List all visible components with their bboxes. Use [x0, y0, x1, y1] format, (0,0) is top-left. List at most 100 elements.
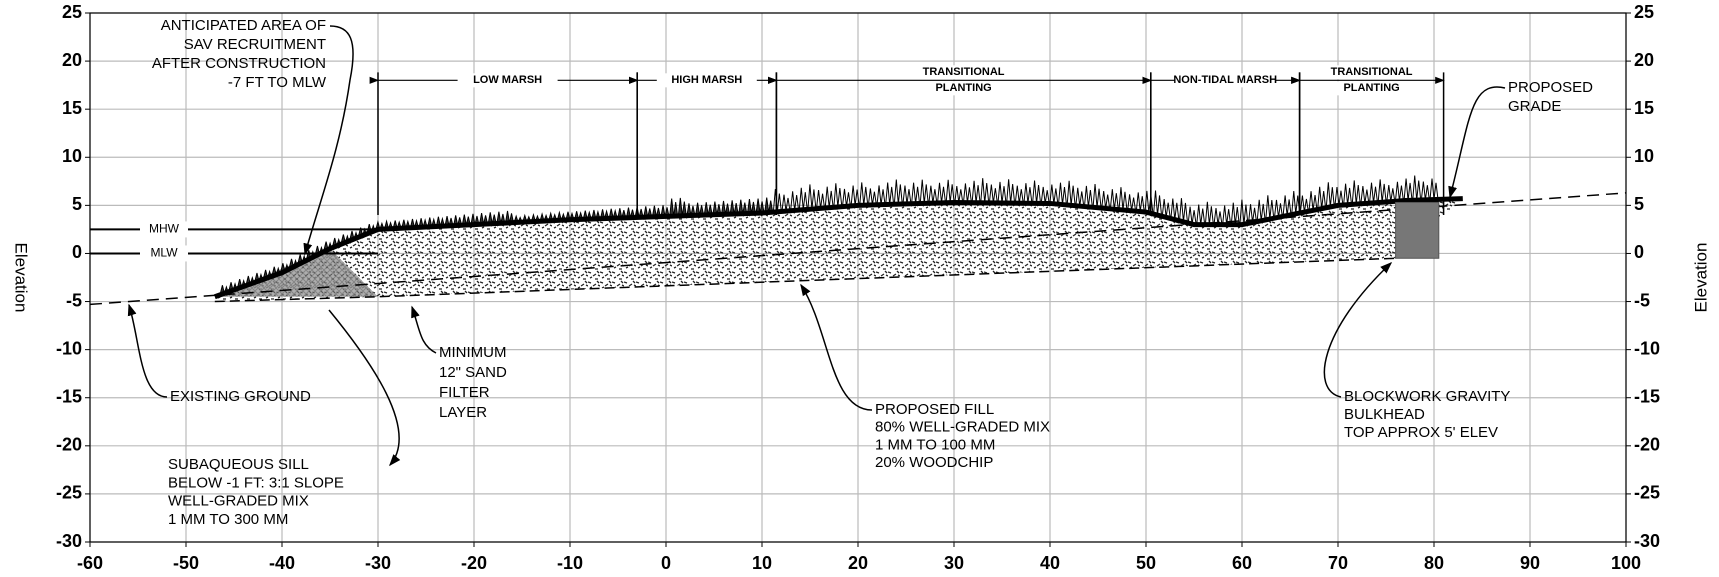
vegetation: [859, 182, 869, 206]
vegetation: [1394, 181, 1404, 202]
vegetation: [1057, 182, 1067, 205]
vegetation: [1377, 179, 1387, 203]
vegetation: [980, 178, 990, 203]
zone-label: LOW MARSH: [473, 74, 542, 86]
vegetation: [1083, 185, 1093, 207]
vegetation: [1032, 180, 1042, 204]
y-tick-label: -15: [56, 386, 82, 406]
vegetation: [971, 180, 981, 203]
y-tick-label: 15: [62, 98, 82, 118]
plot-frame: [89, 12, 1627, 543]
x-tick-label: 100: [1611, 553, 1641, 573]
vegetation: [1420, 181, 1430, 200]
vegetation: [1291, 190, 1301, 214]
x-tick-label: 90: [1520, 553, 1540, 573]
vegetation: [1092, 183, 1102, 208]
vegetation: [1066, 180, 1076, 206]
vegetation: [790, 191, 800, 211]
y2-tick-label: -10: [1634, 338, 1660, 358]
vegetation: [1006, 179, 1016, 204]
x-tick-label: 80: [1424, 553, 1444, 573]
annotation: 20% WOODCHIP: [875, 454, 993, 471]
vegetation: [988, 184, 998, 203]
vegetation: [919, 179, 929, 204]
y2-tick-label: 20: [1634, 50, 1654, 70]
vegetation: [1403, 178, 1413, 201]
y-tick-label: -30: [56, 531, 82, 551]
x-tick-label: 30: [944, 553, 964, 573]
y-tick-label: -5: [66, 290, 82, 310]
zone-label: TRANSITIONAL: [923, 66, 1005, 78]
vegetation: [1265, 195, 1275, 220]
vegetation: [876, 185, 886, 205]
x-tick-label: 60: [1232, 553, 1252, 573]
vegetation: [1118, 187, 1128, 211]
annotation: SAV RECRUITMENT: [184, 36, 326, 53]
x-tick-label: 70: [1328, 553, 1348, 573]
y-axis-label: Elevation: [12, 243, 31, 313]
y2-tick-label: -5: [1634, 290, 1650, 310]
leader-line: [411, 305, 437, 354]
label-bg: [656, 73, 757, 88]
vegetation: [885, 182, 895, 205]
zone-label: TRANSITIONAL: [1331, 66, 1413, 78]
annotation: GRADE: [1508, 98, 1561, 115]
x-tick-label: -40: [269, 553, 295, 573]
vegetation: [677, 197, 687, 216]
annotation: WELL-GRADED MIX: [168, 493, 309, 510]
annotation: AFTER CONSTRUCTION: [152, 55, 326, 72]
label-bg: [913, 81, 1014, 96]
y2-tick-label: 10: [1634, 146, 1654, 166]
label-bg: [140, 245, 188, 262]
vegetation: [1334, 186, 1344, 206]
y-tick-label: 10: [62, 146, 82, 166]
fill-bottom: [214, 257, 1396, 303]
annotation: BELOW -1 FT: 3:1 SLOPE: [168, 474, 344, 491]
zone-label: PLANTING: [1343, 82, 1399, 94]
proposed-grade: [213, 196, 1463, 300]
y-tick-label: 0: [72, 242, 82, 262]
label-bg: [457, 73, 558, 88]
water-level-label: MLW: [150, 246, 178, 260]
annotation: 1 MM TO 100 MM: [875, 436, 995, 453]
x-tick-label: 40: [1040, 553, 1060, 573]
annotation: 1 MM TO 300 MM: [168, 511, 288, 528]
y2-tick-label: 5: [1634, 194, 1644, 214]
leader-line: [328, 309, 401, 467]
vegetation: [1343, 183, 1353, 205]
leader-line: [127, 303, 168, 398]
annotation: BULKHEAD: [1344, 406, 1425, 423]
vegetation: [928, 185, 938, 204]
y2-tick-label: -25: [1634, 483, 1660, 503]
vegetation: [945, 179, 955, 203]
x-tick-label: 50: [1136, 553, 1156, 573]
annotation: PROPOSED: [1508, 79, 1593, 96]
leader-line: [800, 283, 873, 411]
vegetation: [1109, 189, 1119, 210]
vegetation: [1049, 184, 1059, 204]
label-bg: [140, 221, 188, 238]
vegetation: [1351, 180, 1361, 205]
vegetation: [1325, 182, 1335, 207]
label-bg: [913, 65, 1014, 80]
leader-line: [303, 25, 354, 256]
y2-tick-label: -20: [1634, 435, 1660, 455]
y-tick-label: 25: [62, 2, 82, 22]
annotation: 80% WELL-GRADED MIX: [875, 419, 1050, 436]
vegetation: [1256, 199, 1266, 221]
annotation: TOP APPROX 5' ELEV: [1344, 424, 1498, 441]
y-tick-label: -25: [56, 483, 82, 503]
label-bg: [1321, 65, 1422, 80]
y-tick-label: -20: [56, 435, 82, 455]
vegetation: [1412, 175, 1422, 201]
vegetation: [997, 181, 1007, 204]
label-bg: [1175, 73, 1276, 88]
y2-tick-label: -30: [1634, 531, 1660, 551]
bulkhead: [1395, 201, 1440, 259]
vegetation: [1369, 182, 1379, 203]
x-tick-label: -50: [173, 553, 199, 573]
y2-tick-label: 25: [1634, 2, 1654, 22]
vegetation: [772, 188, 782, 212]
